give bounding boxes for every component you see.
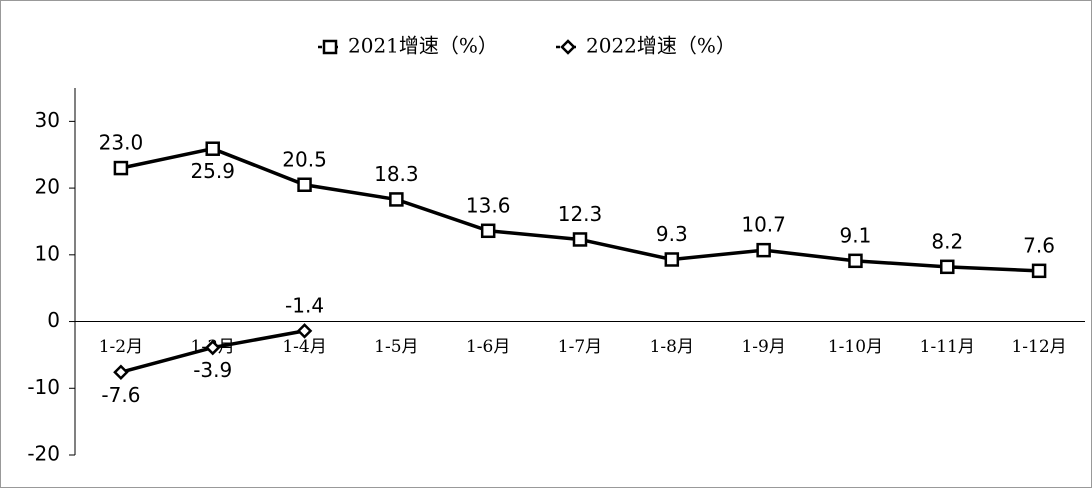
data-label: 13.6: [466, 193, 511, 217]
marker: [848, 253, 863, 269]
legend-label: 2022增速（%）: [586, 34, 736, 58]
marker: [572, 232, 588, 247]
marker: [940, 259, 955, 275]
data-label: -7.6: [101, 383, 140, 407]
marker: [113, 364, 129, 381]
marker: [322, 39, 338, 55]
marker: [389, 192, 404, 207]
x-tick-label: 1-11月: [920, 337, 975, 357]
marker: [664, 252, 680, 267]
x-tick-label: 1-2月: [99, 337, 143, 357]
data-label: 18.3: [374, 162, 419, 186]
marker: [480, 223, 496, 239]
marker: [756, 242, 771, 258]
data-label: -1.4: [285, 293, 324, 317]
x-tick-label: 1-6月: [466, 337, 510, 357]
marker: [1031, 263, 1047, 279]
data-label: -3.9: [193, 358, 232, 382]
legend-label: 2021增速（%）: [348, 34, 498, 58]
data-label: 9.1: [840, 223, 872, 247]
y-tick-label: 30: [35, 108, 60, 132]
marker: [296, 323, 313, 339]
y-tick-label: 0: [47, 308, 60, 332]
x-tick-label: 1-9月: [741, 337, 785, 357]
x-tick-label: 1-8月: [650, 337, 694, 357]
marker: [297, 177, 312, 193]
x-tick-label: 1-10月: [828, 337, 883, 357]
y-tick-label: -20: [27, 442, 60, 466]
y-tick-label: 10: [35, 241, 60, 265]
marker: [204, 339, 221, 356]
marker: [113, 160, 129, 176]
data-label: 10.7: [741, 213, 786, 237]
data-label: 12.3: [558, 202, 603, 226]
x-tick-label: 1-4月: [282, 337, 326, 357]
data-label: 23.0: [99, 131, 144, 155]
marker: [560, 39, 576, 55]
data-label: 8.2: [931, 229, 963, 253]
data-label: 25.9: [190, 159, 235, 183]
y-tick-label: -10: [27, 375, 60, 399]
marker: [205, 141, 220, 156]
y-tick-label: 20: [35, 175, 60, 199]
x-tick-label: 1-5月: [374, 337, 418, 357]
x-tick-label: 1-7月: [558, 337, 602, 357]
data-label: 7.6: [1023, 233, 1055, 257]
x-tick-label: 1-12月: [1011, 337, 1066, 357]
data-label: 20.5: [282, 147, 327, 171]
data-label: 9.3: [656, 222, 688, 246]
